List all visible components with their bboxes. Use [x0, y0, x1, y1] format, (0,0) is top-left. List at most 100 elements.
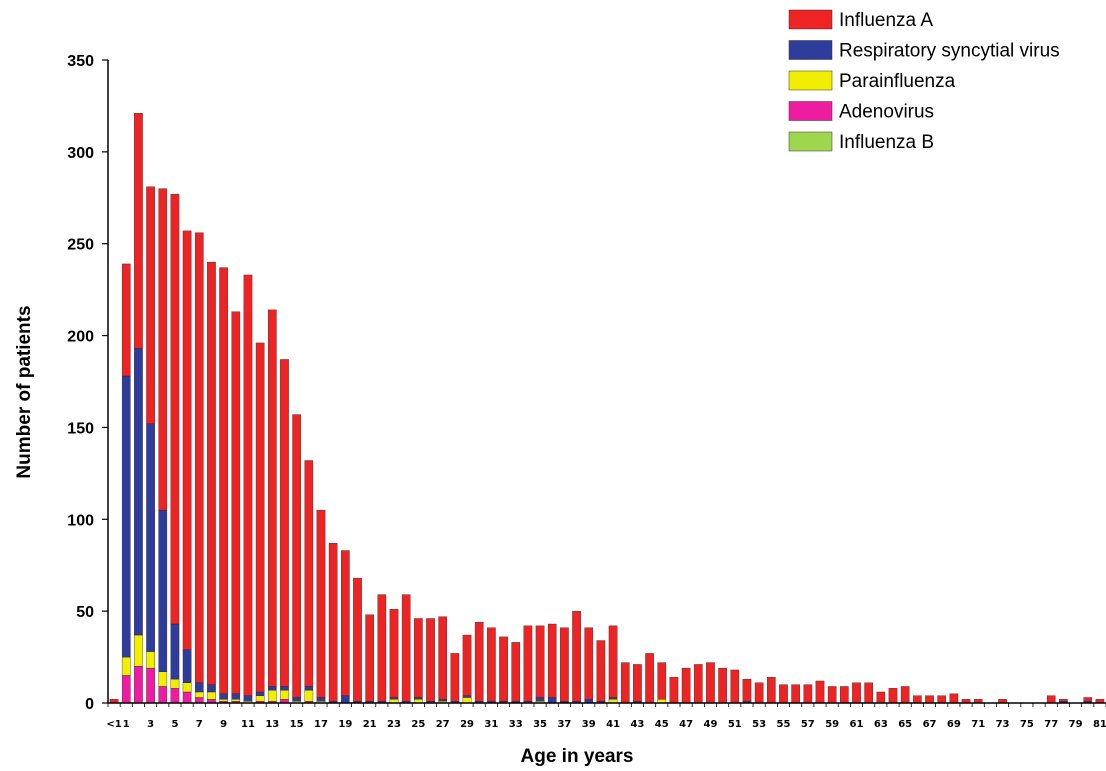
bar-segment: [560, 627, 569, 702]
bar-segment: [341, 695, 350, 704]
y-tick-label: 150: [67, 420, 94, 437]
bar-segment: [450, 653, 460, 702]
x-tick-label: 11: [241, 719, 255, 730]
bar-segment: [949, 693, 959, 704]
bar-segment: [134, 113, 143, 349]
bar-segment: [316, 509, 326, 698]
x-tick-label: 7: [196, 719, 203, 730]
bar-segment: [134, 348, 143, 636]
legend: Influenza A Respiratory syncytial virus Pa…: [788, 9, 1060, 153]
bar-segment: [365, 614, 374, 702]
x-tick-label: 15: [290, 719, 304, 730]
x-tick-label: 43: [630, 719, 644, 730]
x-tick-label: 41: [606, 719, 620, 730]
bar-segment: [754, 682, 764, 704]
bar-segment: [280, 689, 289, 700]
bar-segment: [438, 616, 448, 700]
x-tick-label: 25: [411, 719, 425, 730]
bar-segment: [718, 667, 727, 704]
bar-segment: [158, 509, 168, 672]
bar-segment: [207, 261, 216, 685]
bar-segment: [267, 309, 277, 687]
x-tick-label: 67: [923, 719, 937, 730]
x-tick-label: 65: [898, 719, 912, 730]
bar-segment: [864, 682, 873, 704]
bar-segment: [815, 680, 825, 704]
legend-label: Influenza A: [839, 10, 933, 31]
bar-segment: [121, 656, 131, 676]
bar-segment: [608, 697, 618, 700]
bar-segment: [730, 669, 740, 704]
bar-segment: [389, 697, 399, 700]
x-tick-label: 19: [338, 719, 352, 730]
bar-segment: [304, 689, 314, 702]
x-tick-label: 63: [874, 719, 888, 730]
bar-segment: [645, 653, 654, 704]
bar-segment: [414, 618, 423, 698]
bar-segment: [219, 267, 228, 694]
x-tick-label: 17: [314, 719, 328, 730]
y-tick-label: 100: [67, 512, 94, 529]
bar-segment: [243, 274, 253, 696]
legend-label: Parainfluenza: [839, 71, 956, 92]
y-axis-title: Number of patients: [14, 305, 35, 478]
bar-segment: [134, 634, 143, 667]
bar-segment: [182, 649, 192, 683]
x-tick-label: 75: [1020, 719, 1034, 730]
bar-segment: [438, 699, 448, 702]
x-tick-label: 1: [123, 719, 130, 730]
bar-segment: [913, 695, 922, 704]
bar-segment: [803, 684, 813, 704]
bar-segment: [377, 594, 387, 702]
bar-segment: [791, 684, 800, 704]
bar-segment: [146, 651, 155, 669]
bar-segment: [742, 678, 752, 702]
bar-segment: [827, 686, 837, 704]
x-axis: <1 1 3 5 7 9 11 13 15 17 19 21 23 25 27 29 31 33 35 37 39 41 4…: [106, 702, 1106, 730]
bar-segment: [511, 642, 521, 702]
bar-segment: [462, 695, 472, 698]
x-tick-label: 51: [728, 719, 742, 730]
x-tick-label: 31: [484, 719, 498, 730]
legend-swatch: [788, 9, 833, 30]
bar-segment: [584, 627, 594, 700]
bar-segment: [900, 686, 910, 704]
bar-segment: [146, 667, 155, 704]
bar-segment: [219, 693, 228, 700]
bar-segment: [170, 678, 180, 689]
bar-segment: [231, 699, 241, 702]
bar-segment: [608, 625, 618, 698]
legend-label: Influenza B: [839, 132, 934, 153]
bar-segment: [535, 697, 545, 702]
x-tick-label: 69: [947, 719, 961, 730]
bar-segment: [170, 193, 180, 625]
bar-segment: [766, 677, 776, 704]
bar-segment: [572, 610, 581, 702]
x-tick-label: 73: [996, 719, 1010, 730]
bar-segment: [158, 686, 168, 704]
bar-segment: [1059, 699, 1068, 702]
x-tick-label: 23: [387, 719, 401, 730]
bar-segment: [170, 688, 180, 704]
bar-segment: [255, 695, 265, 702]
x-tick-label: 61: [850, 719, 864, 730]
bar-segment: [219, 699, 228, 702]
x-tick-label: 77: [1044, 719, 1058, 730]
bar-segment: [292, 697, 301, 702]
bar-segment: [182, 230, 192, 650]
bar-segment: [170, 623, 180, 680]
bar-segment: [401, 594, 411, 702]
bar-segment: [925, 695, 934, 704]
bar-segment: [341, 550, 350, 696]
x-tick-label: 49: [703, 719, 717, 730]
bar-segment: [535, 625, 545, 698]
x-axis-title: Age in years: [521, 746, 634, 767]
y-tick-label: 50: [76, 604, 94, 621]
x-tick-label: 39: [582, 719, 596, 730]
bar-segment: [194, 682, 204, 693]
legend-swatch: [788, 101, 833, 121]
bar-segment: [547, 697, 557, 704]
x-tick-label: 53: [752, 719, 766, 730]
bar-segment: [693, 664, 703, 704]
y-tick-label: 200: [67, 329, 94, 346]
